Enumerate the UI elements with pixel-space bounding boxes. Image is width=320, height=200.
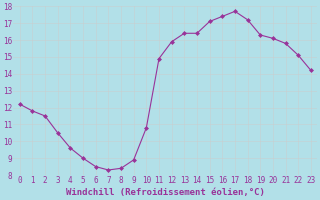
X-axis label: Windchill (Refroidissement éolien,°C): Windchill (Refroidissement éolien,°C) <box>66 188 265 197</box>
